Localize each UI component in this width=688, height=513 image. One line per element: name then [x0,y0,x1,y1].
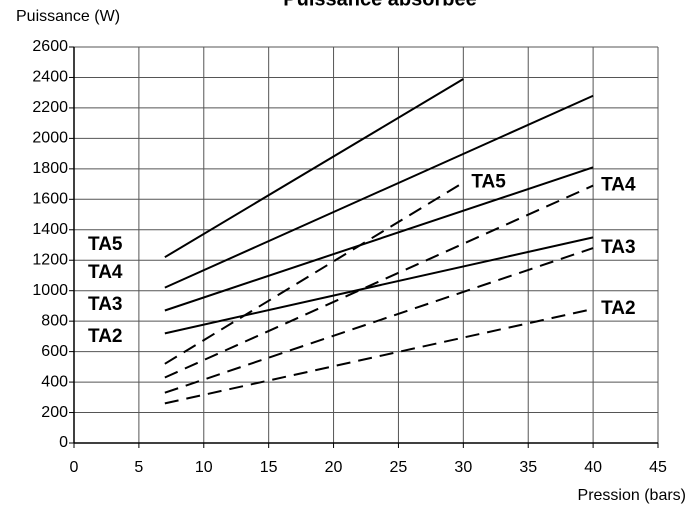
y-tick-label: 400 [41,373,68,390]
x-axis-label: Pression (bars) [578,487,686,504]
line-series [164,166,594,312]
line-series [164,181,464,365]
series-label: TA2 [601,298,635,319]
y-tick-label: 1600 [32,191,68,208]
y-tick-label: 200 [41,404,68,421]
chart-title: Puissance absorbée [283,0,476,10]
x-tick-label: 5 [134,459,143,476]
y-tick-label: 1200 [32,251,68,268]
y-tick-label: 800 [41,312,68,329]
y-tick-label: 600 [41,343,68,360]
x-tick-label: 30 [454,459,472,476]
x-tick-label: 35 [519,459,537,476]
series-label: TA2 [88,326,122,347]
y-tick-label: 2200 [32,99,68,116]
y-tick-label: 2600 [32,38,68,55]
x-tick-label: 25 [390,459,408,476]
series-label: TA3 [601,237,635,258]
x-tick-label: 10 [195,459,213,476]
x-tick-label: 45 [649,459,667,476]
line-series [164,247,594,394]
x-tick-label: 40 [584,459,602,476]
line-series [164,94,594,289]
line-series [164,184,594,379]
y-axis-label: Puissance (W) [16,8,120,25]
series-label: TA5 [471,172,506,193]
line-series [164,236,594,335]
series-label: TA3 [88,294,122,315]
y-tick-label: 0 [59,434,68,451]
x-tick-label: 20 [325,459,343,476]
series-label: TA5 [88,234,123,255]
y-tick-label: 1400 [32,221,68,238]
y-tick-label: 2400 [32,69,68,86]
x-tick-label: 0 [70,459,79,476]
line-series [164,78,464,259]
x-tick-label: 15 [260,459,278,476]
series-label: TA4 [88,262,123,283]
y-tick-label: 1800 [32,160,68,177]
y-tick-label: 1000 [32,282,68,299]
series-label: TA4 [601,175,636,196]
y-tick-label: 2000 [32,130,68,147]
line-series [164,307,594,405]
